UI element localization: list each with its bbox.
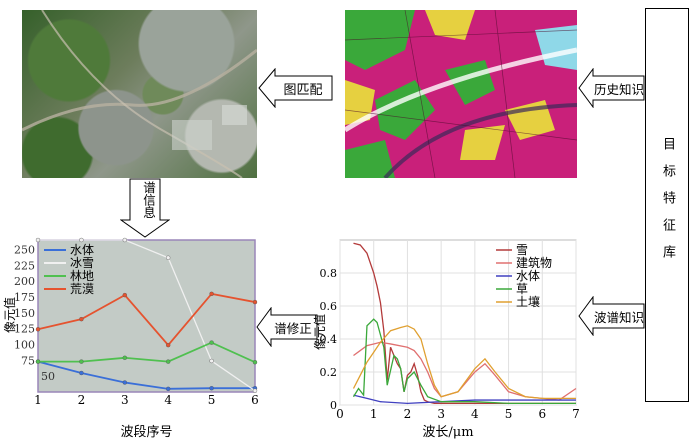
series-line-0 [37,360,255,390]
y-tick-label: 75 [21,354,35,367]
data-point [79,370,84,376]
data-point [252,360,258,365]
x-tick-label: 3 [121,393,129,407]
y-tick-label: 0.6 [320,300,338,313]
image-matching-label: 图匹配 [283,83,323,98]
legend-label: 荒漠 [70,282,94,296]
legend-label: 草 [516,282,528,296]
data-point [209,385,214,391]
x-axis-label: 波长/μm [422,425,473,440]
feature-library-label: 目标特征库 [660,137,675,272]
historical-knowledge-label: 历史知识 [593,82,644,97]
legend-label: 建筑物 [516,255,552,270]
data-point [252,299,258,305]
spectral-knowledge-arrow: 波谱知识 [578,295,645,337]
data-point [122,355,128,361]
y-tick-label: 200 [14,275,35,288]
data-point [79,237,84,243]
series-line-3 [37,292,256,347]
y-tick-label: 100 [14,339,35,352]
y-tick-label: 50 [41,370,55,383]
x-tick-label: 1 [370,407,378,421]
x-tick-label: 6 [538,407,546,421]
data-point [122,292,128,298]
x-tick-label: 7 [572,407,580,421]
series-line-3 [352,318,576,405]
data-point [209,291,214,297]
x-tick-label: 0 [336,407,344,421]
feature-library-box: 目标特征库 [645,8,689,402]
legend-label: 雪 [516,243,528,257]
plot-area [339,239,577,406]
data-point [165,255,171,260]
data-point [165,359,171,364]
spectral-knowledge-label: 波谱知识 [593,310,644,325]
spectral-info-arrow: 谱信息 [119,178,171,238]
image-matching-arrow: 图匹配 [258,67,333,109]
data-point [79,316,84,322]
data-point [35,359,41,364]
spectral-correction-arrow: 谱修正 [256,306,318,348]
x-tick-label: 1 [34,393,42,407]
x-tick-label: 4 [471,407,479,421]
y-tick-label: 225 [14,259,35,272]
legend-label: 冰雪 [70,256,94,270]
series-line-1 [353,341,577,401]
y-tick-label: 0.2 [320,366,338,379]
satellite-image [22,10,257,178]
data-point [252,388,258,393]
legend-label: 林地 [70,269,94,283]
series-line-1 [38,239,256,392]
y-axis-label: 像元值 [2,297,17,333]
x-tick-label: 2 [404,407,412,421]
land-cover-map [345,10,577,178]
x-tick-label: 5 [505,407,513,421]
spectral-info-label: 谱信息 [141,181,156,219]
y-tick-label: 0 [330,399,337,412]
data-point [165,386,171,392]
legend-label: 水体 [70,243,94,257]
x-tick-label: 6 [251,393,259,407]
y-axis-label: 像元值 [312,314,327,350]
series-line-4 [352,325,576,400]
historical-knowledge-arrow: 历史知识 [578,67,645,109]
series-line-2 [38,341,256,364]
y-tick-label: 175 [14,291,35,304]
data-point [209,340,214,345]
x-tick-label: 3 [437,407,445,421]
x-tick-label: 2 [78,393,86,407]
legend-label: 土壤 [516,294,540,309]
x-tick-label: 4 [164,393,172,407]
y-tick-label: 0.8 [320,267,338,280]
data-point [165,342,171,348]
data-point [122,237,128,243]
x-tick-label: 5 [208,393,216,407]
legend-label: 水体 [516,269,540,283]
data-point [122,380,128,385]
y-tick-label: 125 [14,323,35,336]
spectral-correction-label: 谱修正 [274,321,312,336]
data-point [35,327,41,332]
data-point [35,237,41,243]
data-point [209,358,214,364]
y-tick-label: 150 [14,307,35,320]
data-point [79,359,84,364]
y-tick-label: 0.4 [320,333,338,346]
y-tick-label: 250 [14,244,35,257]
x-axis-label: 波段序号 [120,425,172,440]
